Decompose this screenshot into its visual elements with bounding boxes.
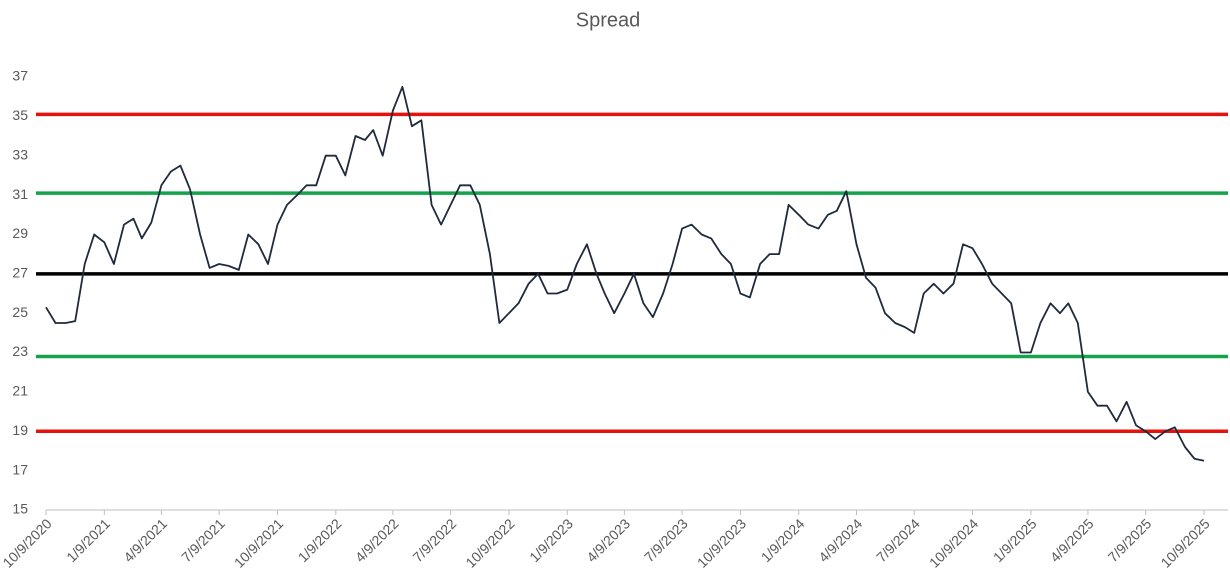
- x-tick-label: 4/9/2021: [120, 515, 170, 565]
- y-tick-label: 29: [12, 225, 28, 241]
- x-tick-label: 10/9/2024: [926, 515, 982, 571]
- y-tick-label: 19: [12, 422, 28, 438]
- y-tick-label: 25: [12, 304, 28, 320]
- x-tick-label: 1/9/2024: [758, 515, 808, 565]
- x-tick-label: 1/9/2025: [990, 515, 1040, 565]
- x-tick-label: 1/9/2021: [63, 515, 113, 565]
- x-tick-label: 1/9/2023: [526, 515, 576, 565]
- x-tick-label: 10/9/2020: [0, 515, 55, 571]
- x-tick-label: 4/9/2022: [352, 515, 402, 565]
- y-tick-label: 15: [12, 501, 28, 517]
- y-tick-label: 17: [12, 461, 28, 477]
- x-tick-label: 7/9/2025: [1105, 515, 1155, 565]
- y-tick-label: 31: [12, 186, 28, 202]
- x-tick-label: 4/9/2023: [583, 515, 633, 565]
- x-tick-label: 4/9/2024: [815, 515, 865, 565]
- x-tick-label: 7/9/2021: [178, 515, 228, 565]
- x-tick-label: 4/9/2025: [1047, 515, 1097, 565]
- data-line: [45, 85, 1205, 462]
- x-tick-label: 7/9/2024: [873, 515, 923, 565]
- y-tick-label: 23: [12, 343, 28, 359]
- y-tick-label: 27: [12, 265, 28, 281]
- x-tick-label: 1/9/2022: [295, 515, 345, 565]
- x-tick-label: 10/9/2022: [462, 515, 518, 571]
- x-tick-label: 7/9/2022: [409, 515, 459, 565]
- y-tick-label: 33: [12, 146, 28, 162]
- y-tick-label: 21: [12, 383, 28, 399]
- chart-title: Spread: [576, 9, 641, 31]
- x-tick-label: 10/9/2025: [1157, 515, 1213, 571]
- y-tick-label: 35: [12, 107, 28, 123]
- y-tick-label: 37: [12, 68, 28, 84]
- x-tick-label: 10/9/2023: [694, 515, 750, 571]
- x-tick-label: 10/9/2021: [231, 515, 287, 571]
- x-tick-label: 7/9/2023: [641, 515, 691, 565]
